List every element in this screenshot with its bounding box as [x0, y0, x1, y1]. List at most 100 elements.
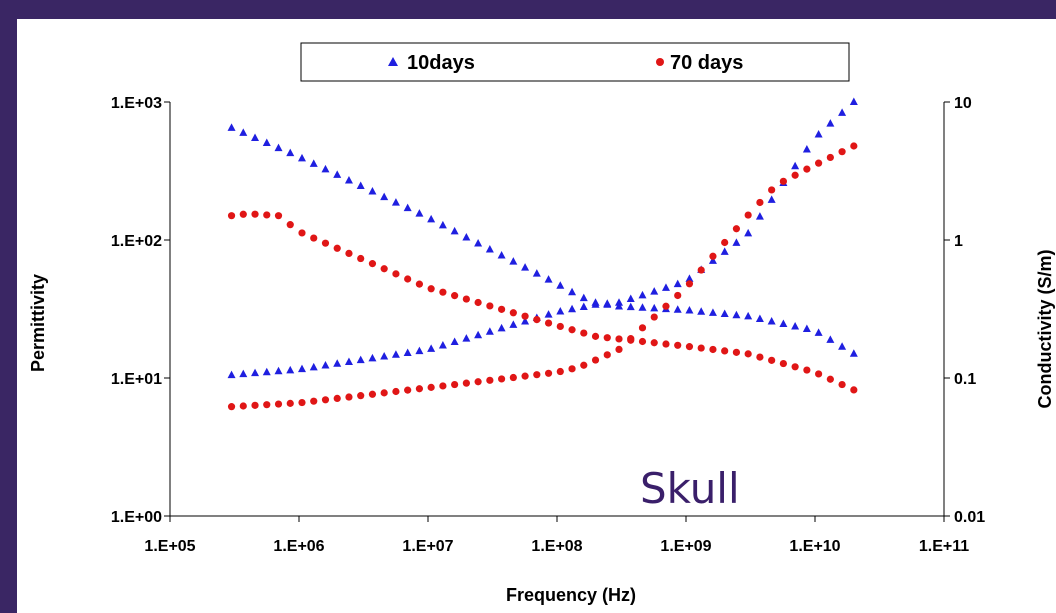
data-point-10days-permittivity [297, 153, 306, 162]
data-point-10days-permittivity [791, 321, 800, 330]
data-point-70-days-conductivity [756, 198, 764, 207]
data-point-70-days-conductivity [321, 396, 330, 404]
data-point-70-days-permittivity [850, 386, 858, 394]
data-point-10days-conductivity [368, 353, 377, 362]
data-point-70-days-permittivity [392, 270, 400, 278]
data-point-10days-conductivity [427, 344, 436, 352]
data-point-70-days-conductivity [263, 401, 271, 409]
data-point-70-days-conductivity [310, 397, 318, 405]
data-point-70-days-permittivity [474, 298, 482, 307]
data-point-70-days-permittivity [321, 239, 330, 247]
data-point-70-days-permittivity [838, 380, 846, 389]
data-point-70-days-permittivity [380, 265, 388, 273]
data-point-10days-conductivity [438, 340, 447, 349]
data-point-10days-conductivity [685, 274, 694, 282]
data-point-70-days-permittivity [533, 316, 541, 324]
data-point-70-days-permittivity [415, 280, 424, 288]
data-point-70-days-conductivity [850, 142, 858, 150]
data-point-70-days-permittivity [239, 210, 247, 218]
data-point-10days-permittivity [755, 314, 764, 322]
left-y-tick-label: 1.E+00 [111, 509, 162, 526]
data-point-70-days-permittivity [497, 305, 506, 313]
data-point-10days-permittivity [802, 324, 811, 333]
data-point-10days-permittivity [556, 281, 565, 289]
data-point-10days-conductivity [321, 361, 330, 369]
data-point-70-days-conductivity [697, 266, 705, 274]
data-point-70-days-conductivity [603, 351, 611, 359]
data-point-70-days-conductivity [591, 356, 600, 364]
data-point-70-days-permittivity [674, 341, 682, 349]
data-point-70-days-conductivity [239, 402, 247, 410]
data-point-70-days-conductivity [380, 389, 388, 397]
data-point-10days-permittivity [497, 251, 506, 259]
data-point-10days-permittivity [779, 319, 788, 327]
data-point-70-days-conductivity [650, 313, 658, 321]
data-point-70-days-conductivity [580, 361, 588, 369]
data-point-70-days-permittivity [333, 244, 341, 252]
data-point-10days-permittivity [568, 287, 577, 296]
data-point-10days-conductivity [615, 298, 624, 306]
data-point-70-days-permittivity [732, 348, 741, 356]
data-point-70-days-conductivity [826, 153, 834, 162]
x-axis-title: Frequency (Hz) [506, 585, 636, 605]
data-point-70-days-permittivity [298, 229, 306, 237]
data-point-10days-permittivity [767, 316, 776, 325]
left-y-tick-label: 1.E+03 [111, 95, 162, 112]
data-point-10days-permittivity [251, 133, 260, 141]
data-point-70-days-permittivity [768, 356, 776, 364]
data-point-70-days-permittivity [580, 329, 588, 337]
data-point-70-days-conductivity [615, 345, 623, 354]
data-point-70-days-permittivity [568, 326, 576, 334]
data-point-10days-permittivity [438, 220, 447, 229]
data-point-10days-conductivity [626, 294, 635, 303]
series-10days [227, 97, 858, 379]
data-point-70-days-conductivity [474, 378, 482, 386]
data-point-10days-permittivity [368, 187, 377, 195]
x-tick-labels: 1.E+05 1.E+06 1.E+07 1.E+08 1.E+09 1.E+10 1.E+… [144, 538, 969, 555]
data-point-10days-conductivity [802, 144, 811, 153]
data-point-10days-permittivity [544, 275, 553, 283]
data-point-10days-permittivity [474, 238, 483, 247]
data-point-10days-permittivity [532, 269, 541, 277]
data-point-70-days-conductivity [815, 159, 823, 167]
data-point-10days-conductivity [380, 352, 389, 360]
data-point-70-days-conductivity [521, 372, 529, 380]
data-point-70-days-permittivity [650, 339, 658, 347]
data-point-10days-conductivity [661, 283, 670, 291]
data-point-10days-conductivity [849, 97, 858, 105]
data-point-10days-conductivity [415, 346, 424, 355]
x-tick-label: 1.E+08 [531, 538, 582, 555]
data-point-70-days-conductivity [509, 373, 517, 382]
data-point-70-days-permittivity [251, 210, 259, 218]
data-point-70-days-conductivity [544, 369, 553, 377]
data-point-10days-conductivity [227, 370, 236, 379]
data-point-10days-conductivity [474, 330, 483, 339]
data-point-10days-permittivity [638, 303, 647, 311]
data-point-70-days-conductivity [662, 302, 670, 310]
data-point-10days-permittivity [685, 306, 694, 314]
series-70-days [227, 142, 858, 411]
right-y-tick-labels: 0.01 0.1 1 10 [954, 95, 985, 526]
data-point-70-days-permittivity [521, 312, 529, 320]
data-point-70-days-conductivity [838, 148, 846, 156]
x-tick-label: 1.E+06 [273, 538, 324, 555]
data-point-70-days-permittivity [803, 366, 811, 374]
legend-marker-70days [656, 58, 664, 66]
data-point-10days-permittivity [239, 128, 248, 136]
data-point-70-days-conductivity [732, 225, 741, 233]
data-point-70-days-conductivity [556, 367, 564, 376]
data-point-10days-conductivity [251, 368, 260, 377]
data-point-70-days-permittivity [756, 353, 764, 361]
left-y-axis-title: Permittivity [28, 274, 48, 372]
data-point-10days-permittivity [415, 209, 424, 217]
data-point-70-days-permittivity [345, 249, 353, 258]
data-point-70-days-conductivity [744, 211, 752, 219]
data-point-70-days-conductivity [427, 383, 435, 391]
data-point-70-days-permittivity [662, 340, 670, 348]
data-point-70-days-conductivity [439, 382, 447, 390]
data-point-10days-conductivity [755, 212, 764, 220]
data-point-70-days-conductivity [345, 393, 353, 401]
data-point-70-days-conductivity [357, 392, 365, 400]
data-point-10days-permittivity [579, 293, 588, 302]
annotation-label: Skull [640, 464, 740, 513]
